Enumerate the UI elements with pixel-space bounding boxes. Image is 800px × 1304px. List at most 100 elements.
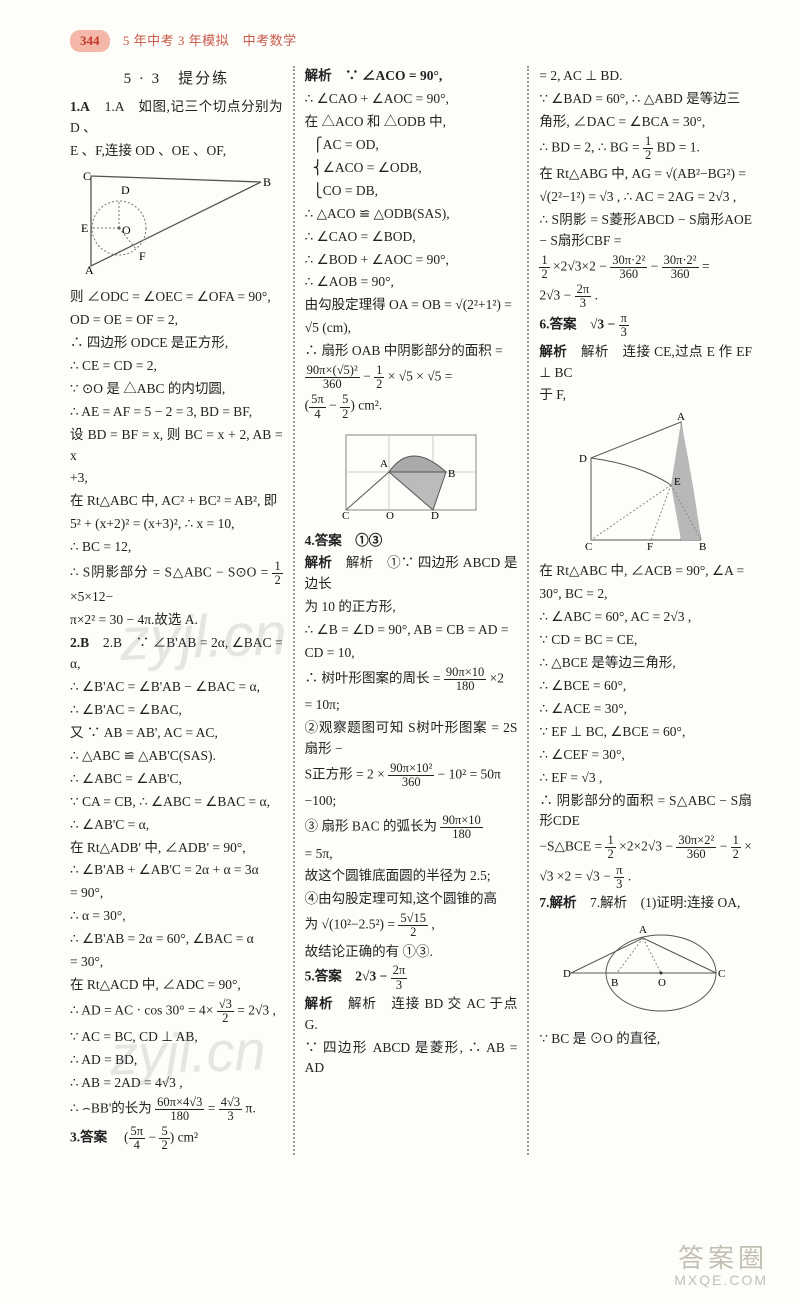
- text-line: 3.答案 (5π4 − 52) cm²: [70, 1125, 283, 1152]
- text-line: ∵ CA = CB, ∴ ∠ABC = ∠BAC = α,: [70, 792, 283, 813]
- text-line: ∴ ∠BOD + ∠AOC = 90°,: [305, 250, 518, 271]
- text-line: = 10π;: [305, 695, 518, 716]
- svg-text:O: O: [386, 510, 394, 520]
- column-3: = 2, AC ⊥ BD. ∵ ∠BAD = 60°, ∴ △ABD 是等边三 …: [527, 66, 762, 1154]
- text-line: ∴ ∠B'AC = ∠BAC,: [70, 700, 283, 721]
- text-line: ④由勾股定理可知,这个圆锥的高: [305, 889, 518, 910]
- text-line: ∵ CD = BC = CE,: [539, 630, 752, 651]
- text-line: ∴ EF = √3 ,: [539, 768, 752, 789]
- svg-text:D: D: [121, 183, 130, 197]
- text-line: 30°, BC = 2,: [539, 584, 752, 605]
- svg-text:A: A: [380, 458, 388, 470]
- text-line: 于 F,: [539, 385, 752, 406]
- svg-text:A: A: [677, 411, 685, 423]
- svg-text:C: C: [585, 541, 592, 550]
- svg-text:O: O: [658, 977, 666, 989]
- text-line: ∴ ∠CAO = ∠BOD,: [305, 227, 518, 248]
- column-2: 解析 ∵ ∠ACO = 90°, ∴ ∠CAO + ∠AOC = 90°, 在 …: [293, 66, 528, 1154]
- text-line: 设 BD = BF = x, 则 BC = x + 2, AB = x: [70, 425, 283, 467]
- page-number-badge: 344: [70, 30, 110, 52]
- text-line: 又 ∵ AB = AB', AC = AC,: [70, 723, 283, 744]
- svg-text:F: F: [647, 541, 653, 550]
- text-line: ⎧AC = OD,: [305, 135, 518, 156]
- text-line: ∴ △ACO ≌ △ODB(SAS),: [305, 204, 518, 225]
- text-line: ∴ 四边形 ODCE 是正方形,: [70, 333, 283, 354]
- text-line: 在 Rt△ADB' 中, ∠ADB' = 90°,: [70, 838, 283, 859]
- svg-text:B: B: [699, 541, 706, 550]
- text-line: 为 10 的正方形,: [305, 597, 518, 618]
- text-line: = 30°,: [70, 952, 283, 973]
- text-line: ⎩CO = DB,: [305, 181, 518, 202]
- text-line: +3,: [70, 468, 283, 489]
- text-line: ∴ ∠CAO + ∠AOC = 90°,: [305, 89, 518, 110]
- text-line: (5π4 − 52) cm².: [305, 393, 518, 420]
- text-line: ∵ BC 是 ⊙O 的直径,: [539, 1029, 752, 1050]
- text-line: ∴ AD = AC · cos 30° = 4× √32 = 2√3 ,: [70, 998, 283, 1025]
- figure-1: C D B E O F A: [70, 166, 283, 283]
- svg-text:A: A: [639, 924, 647, 936]
- column-1: 5 · 3 提分练 1.A 1.A 如图,记三个切点分别为 D 、 E 、F,连…: [70, 66, 293, 1154]
- text-line: ∴ 阴影部分的面积 = S△ABC − S扇形CDE: [539, 791, 752, 833]
- figure-2: A B C O D: [305, 425, 518, 527]
- text-line: = 90°,: [70, 883, 283, 904]
- text-line: 则 ∠ODC = ∠OEC = ∠OFA = 90°,: [70, 287, 283, 308]
- text-line: 90π×(√5)²360 − 12 × √5 × √5 =: [305, 364, 518, 391]
- text-line: ∴ ∠B'AB + ∠AB'C = 2α + α = 3α: [70, 860, 283, 881]
- text-line: √(2²−1²) = √3 , ∴ AC = 2AG = 2√3 ,: [539, 187, 752, 208]
- text-line: 角形, ∠DAC = ∠BCA = 30°,: [539, 112, 752, 133]
- page-header: 344 5 年中考 3 年模拟 中考数学: [70, 30, 762, 52]
- text-line: ②观察题图可知 S树叶形图案 = 2S扇形 −: [305, 718, 518, 760]
- svg-text:E: E: [81, 221, 88, 235]
- text-line: ∴ ∠B'AC = ∠B'AB − ∠BAC = α,: [70, 677, 283, 698]
- figure-4: A D B O C: [539, 918, 752, 1025]
- text-line: 解析 解析 连接 BD 交 AC 于点 G.: [305, 994, 518, 1036]
- text-line: ⎨∠ACO = ∠ODB,: [305, 158, 518, 179]
- text-line: E 、F,连接 OD 、OE 、OF,: [70, 141, 283, 162]
- text-line: ∴ ⌢BB'的长为 60π×4√3180 = 4√33 π.: [70, 1096, 283, 1123]
- svg-text:E: E: [674, 476, 681, 488]
- text-line: ∴ ∠AOB = 90°,: [305, 272, 518, 293]
- svg-text:B: B: [448, 468, 455, 480]
- text-line: ∴ △ABC ≌ △AB'C(SAS).: [70, 746, 283, 767]
- svg-text:B: B: [263, 175, 271, 189]
- text-line: 5.答案 2√3 − 2π3: [305, 964, 518, 991]
- text-line: ∴ 树叶形图案的周长 = 90π×10180 ×2: [305, 666, 518, 693]
- text-line: ③ 扇形 BAC 的弧长为 90π×10180: [305, 814, 518, 841]
- text-line: 在 Rt△ABG 中, AG = √(AB²−BG²) =: [539, 164, 752, 185]
- text-line: 2.B 2.B ∵ ∠B'AB = 2α, ∠BAC = α,: [70, 633, 283, 675]
- text-line: 4.答案 ①③: [305, 531, 518, 552]
- text-line: 6.答案 √3 − π3: [539, 312, 752, 339]
- text-line: 在 △ACO 和 △ODB 中,: [305, 112, 518, 133]
- text-line: ∴ CE = CD = 2,: [70, 356, 283, 377]
- text-line: ∵ EF ⊥ BC, ∠BCE = 60°,: [539, 722, 752, 743]
- text-line: S正方形 = 2 × 90π×10²360 − 10² = 50π: [305, 762, 518, 789]
- text-line: 1.A 1.A 如图,记三个切点分别为 D 、: [70, 97, 283, 139]
- svg-text:D: D: [579, 453, 587, 465]
- svg-text:C: C: [342, 510, 349, 520]
- text-line: √5 (cm),: [305, 318, 518, 339]
- text-line: π×2² = 30 − 4π.故选 A.: [70, 610, 283, 631]
- text-line: 由勾股定理得 OA = OB = √(2²+1²) =: [305, 295, 518, 316]
- svg-text:D: D: [563, 968, 571, 980]
- text-line: 7.解析 7.解析 (1)证明:连接 OA,: [539, 893, 752, 914]
- text-line: 在 Rt△ACD 中, ∠ADC = 90°,: [70, 975, 283, 996]
- text-line: ∴ S阴影 = S菱形ABCD − S扇形AOE − S扇形CBF =: [539, 210, 752, 252]
- text-line: ∵ ∠BAD = 60°, ∴ △ABD 是等边三: [539, 89, 752, 110]
- text-line: ∴ 扇形 OAB 中阴影部分的面积 =: [305, 341, 518, 362]
- svg-text:F: F: [139, 249, 146, 263]
- text-line: ∴ S阴影部分 = S△ABC − S⊙O = 12 ×5×12−: [70, 560, 283, 608]
- text-line: 12 ×2√3×2 − 30π·2²360 − 30π·2²360 =: [539, 254, 752, 281]
- text-line: 2√3 − 2π3 .: [539, 283, 752, 310]
- text-line: ∵ 四边形 ABCD 是菱形, ∴ AB = AD: [305, 1038, 518, 1080]
- text-line: ∴ AB = 2AD = 4√3 ,: [70, 1073, 283, 1094]
- text-line: √3 ×2 = √3 − π3 .: [539, 864, 752, 891]
- content-columns: 5 · 3 提分练 1.A 1.A 如图,记三个切点分别为 D 、 E 、F,连…: [70, 66, 762, 1154]
- text-line: 在 Rt△ABC 中, AC² + BC² = AB², 即: [70, 491, 283, 512]
- text-line: ∵ AC = BC, CD ⊥ AB,: [70, 1027, 283, 1048]
- svg-text:C: C: [83, 169, 91, 183]
- text-line: −S△BCE = 12 ×2×2√3 − 30π×2²360 − 12 ×: [539, 834, 752, 861]
- text-line: ∴ ∠ACE = 30°,: [539, 699, 752, 720]
- svg-text:A: A: [85, 263, 94, 276]
- figure-3: A D E C F B: [539, 410, 752, 557]
- text-line: ∴ BD = 2, ∴ BG = 12 BD = 1.: [539, 135, 752, 162]
